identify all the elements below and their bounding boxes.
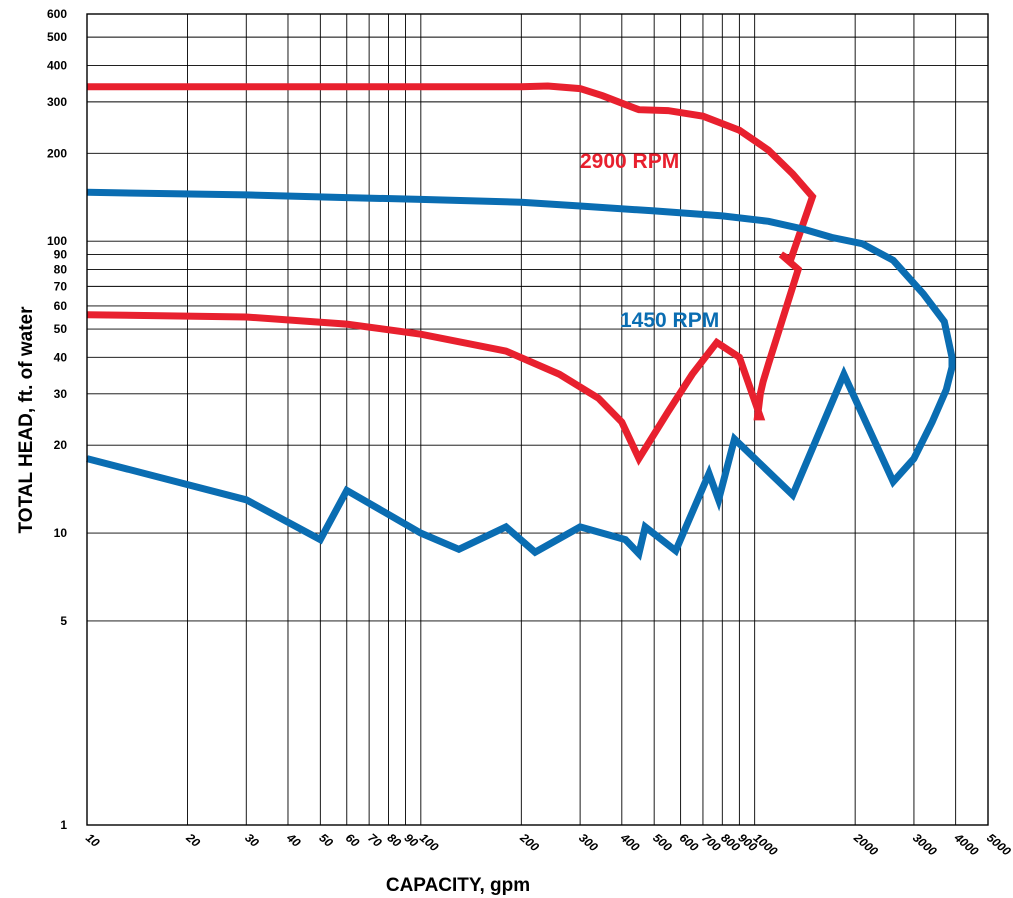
- y-tick-label-16: 600: [47, 7, 67, 21]
- y-tick-label-14: 400: [47, 58, 67, 72]
- x-tick-label-9: 100: [417, 831, 442, 855]
- y-tick-label-3: 20: [54, 438, 68, 452]
- x-tick-label-14: 600: [677, 831, 702, 855]
- x-tick-label-2: 30: [242, 831, 261, 851]
- series-label-0: 2900 RPM: [580, 150, 679, 173]
- x-tick-label-18: 1000: [751, 831, 781, 859]
- x-tick-label-21: 4000: [951, 830, 981, 859]
- plot-frame: [86, 13, 989, 826]
- y-tick-label-8: 70: [54, 279, 68, 293]
- y-tick-label-4: 30: [54, 387, 68, 401]
- y-tick-label-13: 300: [47, 95, 67, 109]
- y-tick-label-6: 50: [54, 322, 68, 336]
- x-tick-label-12: 400: [617, 830, 642, 854]
- x-tick-label-7: 80: [385, 831, 404, 851]
- x-tick-label-5: 60: [343, 831, 362, 851]
- plot-background: [87, 14, 988, 825]
- x-tick-label-0: 10: [83, 831, 102, 851]
- x-tick-label-3: 40: [283, 830, 303, 850]
- x-tick-label-19: 2000: [850, 830, 880, 859]
- y-tick-label-1: 5: [60, 614, 67, 628]
- y-tick-label-15: 500: [47, 30, 67, 44]
- x-tick-label-1: 20: [183, 830, 203, 850]
- x-tick-label-4: 50: [316, 831, 335, 851]
- x-tick-label-11: 300: [576, 831, 601, 855]
- y-tick-label-0: 1: [60, 818, 67, 832]
- series-labels: 2900 RPM 1450 RPM: [580, 150, 719, 332]
- y-tick-label-2: 10: [54, 526, 68, 540]
- series-label-1: 1450 RPM: [620, 309, 719, 332]
- series-line-1450-rpm: [86, 188, 956, 561]
- y-tick-label-12: 200: [47, 146, 67, 160]
- y-tick-label-7: 60: [54, 299, 68, 313]
- y-axis-title: TOTAL HEAD, ft. of water: [16, 306, 37, 534]
- series-line-2900-rpm: [86, 82, 817, 466]
- y-tick-label-10: 90: [54, 248, 68, 262]
- x-tick-label-22: 5000: [984, 831, 1013, 859]
- x-axis-title: CAPACITY, gpm: [386, 875, 530, 896]
- x-tick-label-6: 70: [365, 831, 384, 851]
- series-lines: [86, 82, 956, 561]
- y-tick-label-9: 80: [54, 262, 68, 276]
- x-tick-label-13: 500: [650, 831, 675, 855]
- y-tick-label-11: 100: [47, 234, 67, 248]
- y-tick-label-5: 40: [54, 350, 68, 364]
- x-tick-label-10: 200: [517, 830, 542, 854]
- x-tick-label-20: 3000: [910, 831, 940, 859]
